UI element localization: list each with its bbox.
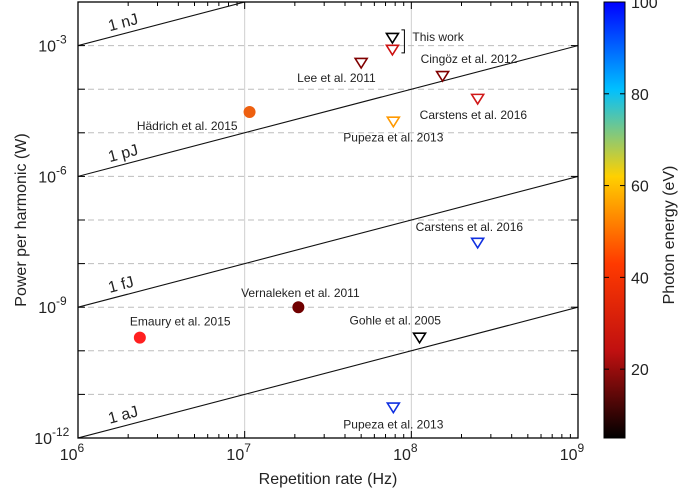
point-label: Hädrich et al. 2015 [137,119,238,133]
marker-circle [292,301,305,314]
tick-exponent: 7 [244,441,251,455]
tick-base: 10 [34,431,52,448]
x-axis-label: Repetition rate (Hz) [259,471,398,488]
colorbar-tick-label: 100 [631,0,658,12]
marker-circle [243,105,256,118]
x-tick-label: 108 [393,441,418,464]
x-tick-label: 109 [560,441,585,464]
tick-exponent: -12 [52,425,70,439]
y-tick-label: 10 [38,39,56,56]
tick-exponent: 9 [578,441,585,455]
tick-exponent: 8 [411,441,418,455]
point-label: Lee et al. 2011 [297,71,376,85]
marker-triangle-down [385,402,401,415]
colorbar-tick-label: 80 [631,87,649,104]
tick-exponent: -9 [56,294,67,308]
point-label: Carstens et al. 2016 [416,220,524,234]
tick-exponent: 6 [78,441,85,455]
tick-base: 10 [38,169,56,186]
x-tick-labels: 106 107 108 109 [60,441,585,464]
marker-triangle-down [353,57,369,70]
x-tick-label: 107 [226,441,251,464]
marker-triangle-down [470,237,486,250]
marker-circle [133,331,146,344]
y-axis-label: Power per harmonic (W) [13,133,30,306]
tick-exponent: -6 [56,163,67,177]
tick-base: 10 [560,447,578,464]
colorbar-tick-label: 60 [631,179,649,196]
marker-triangle-down [384,32,400,45]
energy-line [78,45,578,177]
energy-lines [78,2,578,438]
bracket-line [401,29,405,54]
colorbar: 20 40 60 80 100 Photon energy (eV) [603,0,678,439]
marker-triangle-down [412,332,427,345]
point-label: Vernaleken et al. 2011 [241,286,360,300]
energy-line [78,2,247,47]
marker-triangle-down [470,93,486,106]
y-tick-label: 10 [38,300,56,317]
point-label: This work [412,30,464,44]
point-label: Carstens et al. 2016 [420,108,528,122]
plot-area: 1 nJ1 pJ1 fJ1 aJ Hädrich et al. 2015Vern… [77,1,579,439]
axis-ticks [77,1,578,439]
colorbar-ticks: 20 40 60 80 100 [604,0,658,379]
colorbar-tick-label: 40 [631,270,649,287]
y-tick-label: 10 [34,431,52,448]
colorbar-gradient [603,1,626,439]
energy-line [78,175,578,308]
y-tick-labels: 10-310-610-910-12 [34,33,69,448]
colorbar-tick-label: 20 [631,362,649,379]
point-label: Emaury et al. 2015 [130,315,231,329]
point-label: Cingöz et al. 2012 [421,52,518,66]
point-label: Gohle et al. 2005 [350,314,442,328]
tick-exponent: -3 [56,33,67,47]
tick-base: 10 [60,447,78,464]
tick-base: 10 [38,300,56,317]
point-label: Pupeza et al. 2013 [343,418,443,432]
tick-base: 10 [226,447,244,464]
y-tick-label: 10 [38,169,56,186]
energy-line-label: 1 fJ [106,274,135,297]
marker-triangle-down [435,70,451,83]
colorbar-label: Photon energy (eV) [661,166,678,305]
marker-triangle-down [384,44,400,57]
tick-base: 10 [38,39,56,56]
energy-line [78,306,578,438]
marker-triangle-down [385,116,401,129]
point-label: Pupeza et al. 2013 [343,131,443,145]
point-labels: Hädrich et al. 2015 Vernaleken et al. 201… [130,30,528,432]
this-work-bracket [401,29,405,54]
x-tick-label: 106 [60,441,85,464]
data-markers [133,32,486,415]
tick-base: 10 [393,447,411,464]
